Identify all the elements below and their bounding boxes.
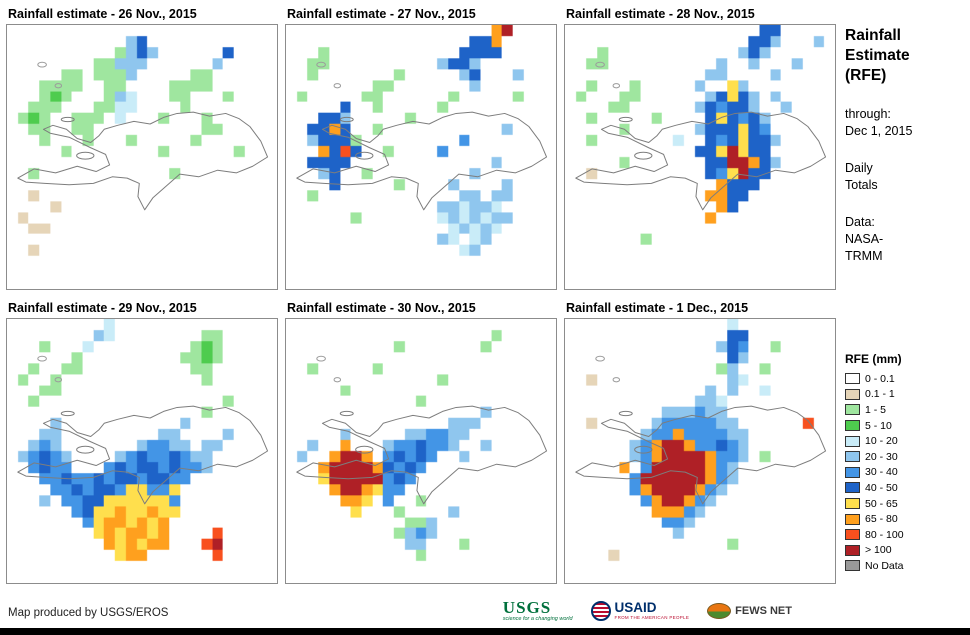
legend-swatch <box>845 451 860 463</box>
legend-label: 50 - 65 <box>865 497 898 510</box>
usaid-logo-text: USAID <box>614 599 657 615</box>
legend-item: > 100 <box>845 543 967 559</box>
map-panel: Rainfall estimate - 28 Nov., 2015 <box>564 4 836 290</box>
usgs-logo: USGS science for a changing world <box>503 599 573 622</box>
usaid-emblem-icon <box>590 600 611 621</box>
legend-item: 10 - 20 <box>845 433 967 449</box>
rainfall-raster <box>565 25 835 289</box>
map-panel: Rainfall estimate - 1 Dec., 2015 <box>564 298 836 584</box>
sidebar-daily-totals: Daily Totals <box>845 161 878 193</box>
legend-swatch <box>845 560 860 572</box>
legend-label: 20 - 30 <box>865 450 898 463</box>
map-panel-grid: Rainfall estimate - 26 Nov., 2015 Rainfa… <box>6 4 836 584</box>
rainfall-raster <box>286 25 556 289</box>
legend-swatch <box>845 529 860 541</box>
legend-swatch <box>845 482 860 494</box>
sidebar-title: Rainfall Estimate (RFE) <box>845 27 910 85</box>
map-panel: Rainfall estimate - 30 Nov., 2015 <box>285 298 557 584</box>
legend-label: 30 - 40 <box>865 466 898 479</box>
legend-swatch <box>845 498 860 510</box>
rainfall-raster <box>565 319 835 583</box>
fewsnet-emblem-icon <box>707 602 732 619</box>
legend-item: 80 - 100 <box>845 527 967 543</box>
usaid-logo: USAID FROM THE AMERICAN PEOPLE <box>590 599 690 621</box>
map-panel: Rainfall estimate - 26 Nov., 2015 <box>6 4 278 290</box>
map-panel-title: Rainfall estimate - 26 Nov., 2015 <box>8 7 197 21</box>
legend-label: 5 - 10 <box>865 419 892 432</box>
legend-label: 65 - 80 <box>865 513 898 526</box>
sidebar-through-date: through: Dec 1, 2015 <box>845 107 913 139</box>
legend-items: 0 - 0.1 0.1 - 1 1 - 5 5 - 10 10 - 20 20 - 30 3… <box>845 371 967 574</box>
legend-label: No Data <box>865 559 904 572</box>
map-panel-title: Rainfall estimate - 30 Nov., 2015 <box>287 301 476 315</box>
map-credit: Map produced by USGS/EROS <box>8 607 169 619</box>
rainfall-map <box>6 318 278 584</box>
legend-swatch <box>845 435 860 447</box>
legend-label: 1 - 5 <box>865 403 887 416</box>
legend-swatch <box>845 513 860 525</box>
legend-label: 80 - 100 <box>865 528 904 541</box>
legend-item: 5 - 10 <box>845 418 967 434</box>
legend-item: 1 - 5 <box>845 402 967 418</box>
legend-swatch <box>845 420 860 432</box>
legend-label: 10 - 20 <box>865 435 898 448</box>
rainfall-raster <box>286 319 556 583</box>
usgs-logo-text: USGS <box>502 598 552 617</box>
sidebar-data-source: Data: NASA- TRMM <box>845 214 884 263</box>
rainfall-map <box>564 24 836 290</box>
legend-item: 0.1 - 1 <box>845 387 967 403</box>
rainfall-map <box>285 318 557 584</box>
usaid-logo-tagline: FROM THE AMERICAN PEOPLE <box>614 615 690 621</box>
rainfall-map <box>6 24 278 290</box>
rainfall-map <box>564 318 836 584</box>
rainfall-raster <box>7 25 277 289</box>
legend-swatch <box>845 544 860 556</box>
rainfall-raster <box>7 319 277 583</box>
fewsnet-logo-text: FEWS NET <box>735 604 792 617</box>
rfe-legend: RFE (mm) 0 - 0.1 0.1 - 1 1 - 5 5 - 10 10 - 2… <box>845 352 967 574</box>
legend-swatch <box>845 404 860 416</box>
logo-row: USGS science for a changing world USAID … <box>503 599 792 622</box>
legend-item: 50 - 65 <box>845 496 967 512</box>
map-panel-title: Rainfall estimate - 29 Nov., 2015 <box>8 301 197 315</box>
footer: Map produced by USGS/EROS USGS science f… <box>0 598 970 635</box>
legend-swatch <box>845 388 860 400</box>
legend-item: 0 - 0.1 <box>845 371 967 387</box>
legend-item: 20 - 30 <box>845 449 967 465</box>
rainfall-map <box>285 24 557 290</box>
map-panel: Rainfall estimate - 29 Nov., 2015 <box>6 298 278 584</box>
legend-label: 0 - 0.1 <box>865 372 895 385</box>
legend-item: No Data <box>845 558 967 574</box>
legend-item: 40 - 50 <box>845 480 967 496</box>
legend-label: 40 - 50 <box>865 481 898 494</box>
map-panel-title: Rainfall estimate - 28 Nov., 2015 <box>566 7 755 21</box>
legend-item: 30 - 40 <box>845 465 967 481</box>
map-panel-title: Rainfall estimate - 1 Dec., 2015 <box>566 301 749 315</box>
legend-label: > 100 <box>865 544 892 557</box>
fewsnet-logo: FEWS NET <box>707 602 792 619</box>
legend-swatch <box>845 373 860 385</box>
legend-label: 0.1 - 1 <box>865 388 895 401</box>
usgs-logo-tagline: science for a changing world <box>502 616 573 622</box>
legend-swatch <box>845 466 860 478</box>
map-panel: Rainfall estimate - 27 Nov., 2015 <box>285 4 557 290</box>
legend-title: RFE (mm) <box>845 352 902 366</box>
info-sidebar: Rainfall Estimate (RFE) through: Dec 1, … <box>845 26 965 265</box>
footer-divider-bar <box>0 628 970 635</box>
map-panel-title: Rainfall estimate - 27 Nov., 2015 <box>287 7 476 21</box>
legend-item: 65 - 80 <box>845 511 967 527</box>
